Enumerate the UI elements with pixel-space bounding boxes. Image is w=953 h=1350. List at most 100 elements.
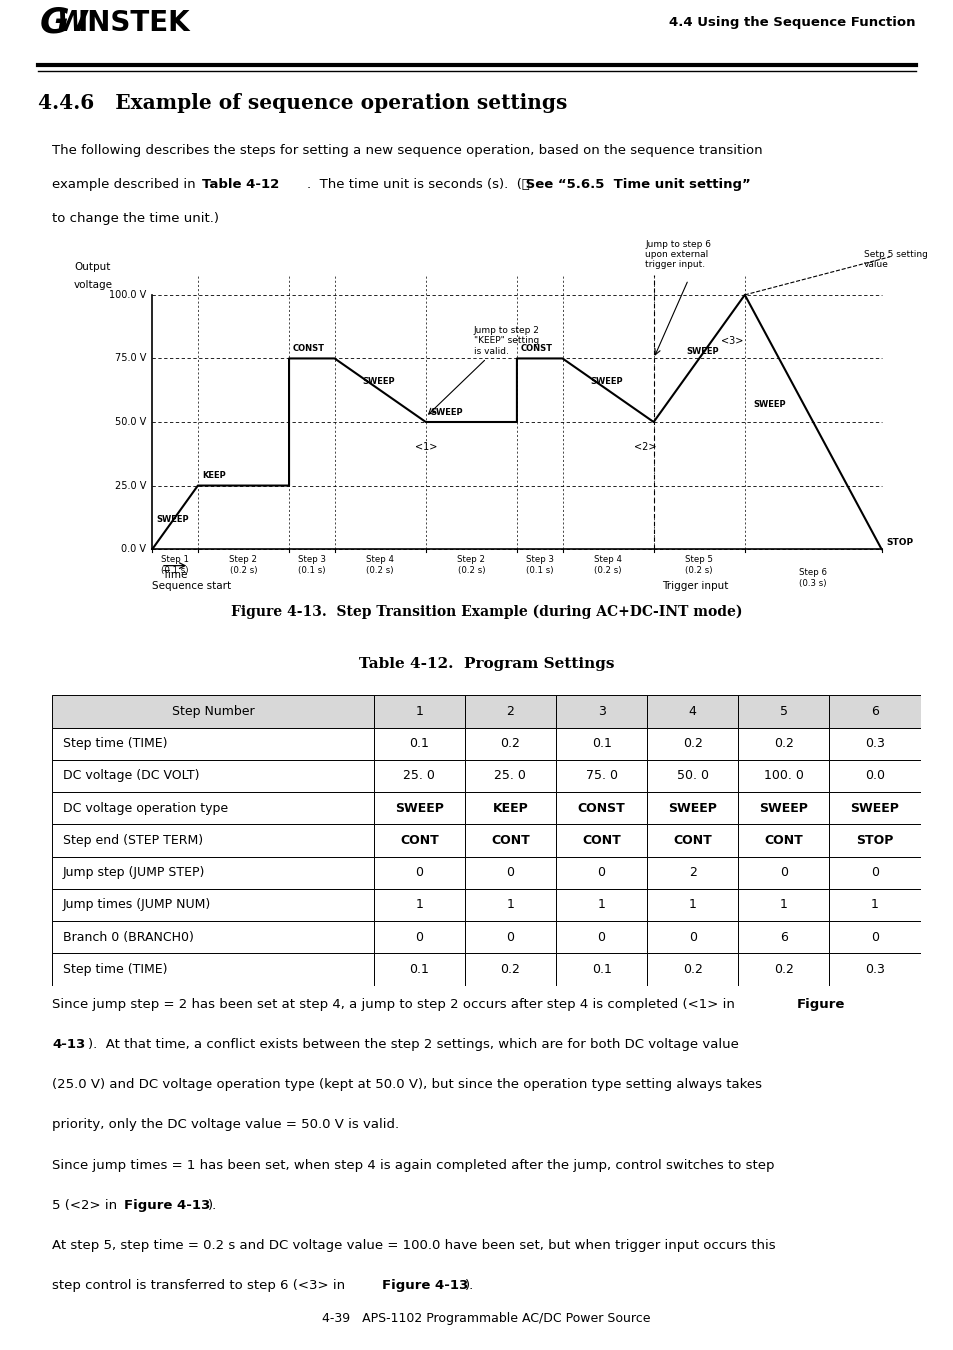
Text: 1: 1 [870,898,878,911]
Text: Since jump step = 2 has been set at step 4, a jump to step 2 occurs after step 4: Since jump step = 2 has been set at step… [52,998,739,1011]
Text: Jump step (JUMP STEP): Jump step (JUMP STEP) [63,867,205,879]
Text: Step 2
(0.2 s): Step 2 (0.2 s) [456,555,485,575]
Bar [556,856,646,888]
Text: Table 4-12.  Program Settings: Table 4-12. Program Settings [358,657,614,671]
Bar [374,888,464,921]
Bar [828,728,920,760]
Text: 1: 1 [415,705,423,718]
Text: Trigger input: Trigger input [661,580,728,591]
Text: 3: 3 [597,705,605,718]
Text: ).  At that time, a conflict exists between the step 2 settings, which are for b: ). At that time, a conflict exists betwe… [89,1038,739,1052]
Text: KEEP: KEEP [492,802,528,814]
Text: 0: 0 [870,867,878,879]
Text: Step 4
(0.2 s): Step 4 (0.2 s) [594,555,621,575]
Bar [646,792,738,825]
Text: CONT: CONT [581,834,620,846]
Text: Output: Output [74,262,111,271]
Text: 1: 1 [780,898,787,911]
Text: Step 4
(0.2 s): Step 4 (0.2 s) [366,555,394,575]
Text: 6: 6 [780,930,787,944]
Text: (25.0 V) and DC voltage operation type (kept at 50.0 V), but since the operation: (25.0 V) and DC voltage operation type (… [52,1079,761,1091]
Text: SWEEP: SWEEP [430,408,462,417]
Bar [464,921,556,953]
Bar [738,792,828,825]
Text: Table 4-12: Table 4-12 [202,178,279,190]
Text: Step 5
(0.2 s): Step 5 (0.2 s) [684,555,713,575]
Text: Figure 4-13.  Step Transition Example (during AC+DC-INT mode): Figure 4-13. Step Transition Example (du… [231,605,741,618]
Text: 75. 0: 75. 0 [585,769,617,783]
Bar [556,695,646,728]
Bar [738,888,828,921]
Bar [374,728,464,760]
Text: 25.0 V: 25.0 V [114,481,146,490]
Bar [738,953,828,985]
Text: 0: 0 [597,930,605,944]
Text: 75.0 V: 75.0 V [114,354,146,363]
Text: Figure 4-13: Figure 4-13 [124,1199,211,1212]
Bar [464,888,556,921]
Bar [374,921,464,953]
Text: Step 3
(0.1 s): Step 3 (0.1 s) [297,555,326,575]
Bar [646,695,738,728]
Text: 0.3: 0.3 [864,963,884,976]
Text: 0: 0 [415,867,423,879]
Bar [52,760,374,792]
Text: Step time (TIME): Step time (TIME) [63,737,167,751]
Bar [374,760,464,792]
Text: 4.4 Using the Sequence Function: 4.4 Using the Sequence Function [669,16,915,30]
Text: G: G [40,5,70,40]
Text: Step end (STEP TERM): Step end (STEP TERM) [63,834,203,846]
Bar [738,760,828,792]
Bar [52,728,374,760]
Bar [556,825,646,856]
Bar [646,856,738,888]
Text: 2: 2 [688,867,696,879]
Text: Step 2
(0.2 s): Step 2 (0.2 s) [230,555,257,575]
Bar [646,888,738,921]
Text: 25. 0: 25. 0 [403,769,435,783]
Bar [556,760,646,792]
Text: Setp 5 setting
value: Setp 5 setting value [863,250,927,270]
Bar [464,792,556,825]
Bar [374,695,464,728]
Text: 0: 0 [870,930,878,944]
Bar [374,825,464,856]
Bar [828,921,920,953]
Text: 100. 0: 100. 0 [763,769,803,783]
Text: 0: 0 [415,930,423,944]
Text: 0.2: 0.2 [500,737,519,751]
Text: <3>: <3> [720,336,742,346]
Text: SWEEP: SWEEP [590,378,622,386]
Bar [374,953,464,985]
Text: Step time (TIME): Step time (TIME) [63,963,167,976]
Text: SWEEP: SWEEP [685,347,718,356]
Text: 0: 0 [779,867,787,879]
Text: CONT: CONT [673,834,711,846]
Text: ).: ). [464,1278,474,1292]
Text: 0.0: 0.0 [864,769,884,783]
Text: 1: 1 [688,898,696,911]
Text: <1>: <1> [415,443,436,452]
Text: 0.2: 0.2 [682,737,702,751]
Text: SWEEP: SWEEP [395,802,443,814]
Bar [556,921,646,953]
Bar [52,825,374,856]
Bar [738,856,828,888]
Text: CONT: CONT [763,834,802,846]
Bar [52,953,374,985]
Text: Figure 4-13: Figure 4-13 [381,1278,468,1292]
Bar [52,921,374,953]
Bar [374,792,464,825]
Bar [738,825,828,856]
Text: CONST: CONST [519,344,552,354]
Text: 0.2: 0.2 [773,963,793,976]
Text: Step Number: Step Number [172,705,254,718]
Text: KEEP: KEEP [202,471,226,481]
Bar [828,760,920,792]
Text: See “5.6.5  Time unit setting”: See “5.6.5 Time unit setting” [520,178,750,190]
Text: At step 5, step time = 0.2 s and DC voltage value = 100.0 have been set, but whe: At step 5, step time = 0.2 s and DC volt… [52,1239,776,1251]
Bar [556,728,646,760]
Text: 0.2: 0.2 [682,963,702,976]
Text: example described in: example described in [52,178,200,190]
Text: CONT: CONT [491,834,529,846]
